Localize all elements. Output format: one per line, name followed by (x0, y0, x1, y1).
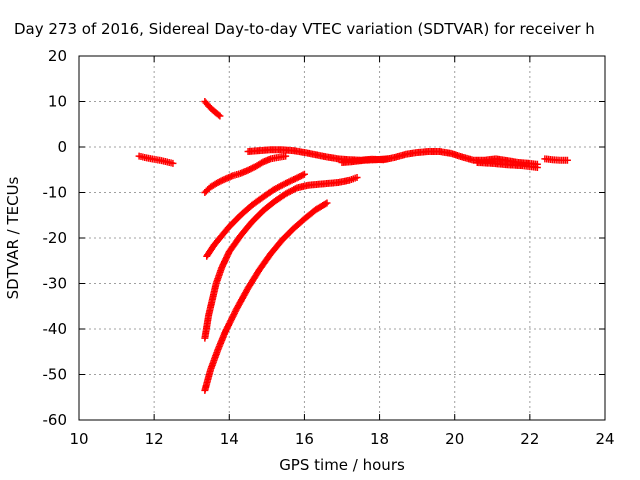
y-axis: 20 10 0 -10 -20 -30 -40 -50 -60 (43, 47, 605, 429)
data-point (353, 173, 361, 181)
series-track-4 (203, 170, 308, 260)
data-point (216, 112, 224, 120)
x-tick-label: 24 (595, 430, 614, 448)
data-point-interp (322, 200, 330, 208)
plot-frame (78, 55, 606, 421)
data-point (323, 199, 331, 207)
data-point (533, 163, 541, 171)
y-tick-label: -10 (43, 184, 68, 202)
data-point (282, 152, 290, 160)
y-tick-label: 10 (48, 93, 67, 111)
y-axis-label: SDTVAR / TECUs (4, 176, 22, 299)
x-axis: 10 12 14 16 18 20 22 24 (69, 56, 615, 448)
series-track-3 (201, 152, 290, 196)
x-tick-label: 18 (370, 430, 389, 448)
data-point (169, 159, 177, 167)
data-point (563, 156, 571, 164)
x-tick-label: 10 (69, 430, 88, 448)
data-point-interp (215, 111, 223, 119)
y-tick-label: 20 (48, 47, 67, 65)
series-track-10 (541, 155, 571, 164)
x-tick-label: 16 (295, 430, 314, 448)
data-point (383, 155, 391, 163)
chart-title: Day 273 of 2016, Sidereal Day-to-day VTE… (14, 20, 595, 38)
data-points (135, 98, 571, 394)
y-tick-label: -40 (43, 320, 68, 338)
x-tick-label: 14 (220, 430, 239, 448)
series-track-6 (201, 199, 331, 394)
x-tick-label: 22 (520, 430, 539, 448)
grid (79, 56, 605, 420)
x-tick-label: 12 (145, 430, 164, 448)
x-axis-label: GPS time / hours (279, 456, 405, 474)
y-tick-label: -60 (43, 411, 68, 429)
x-tick-label: 20 (445, 430, 464, 448)
series-track-9 (473, 158, 541, 171)
series-track-8 (338, 155, 391, 166)
series-track-2 (201, 98, 224, 120)
y-tick-label: 0 (57, 138, 67, 156)
y-tick-label: -20 (43, 229, 68, 247)
y-tick-label: -50 (43, 366, 68, 384)
y-tick-label: -30 (43, 275, 68, 293)
series-track-5 (201, 173, 361, 342)
series-track-1 (135, 152, 177, 167)
data-point (300, 170, 308, 178)
